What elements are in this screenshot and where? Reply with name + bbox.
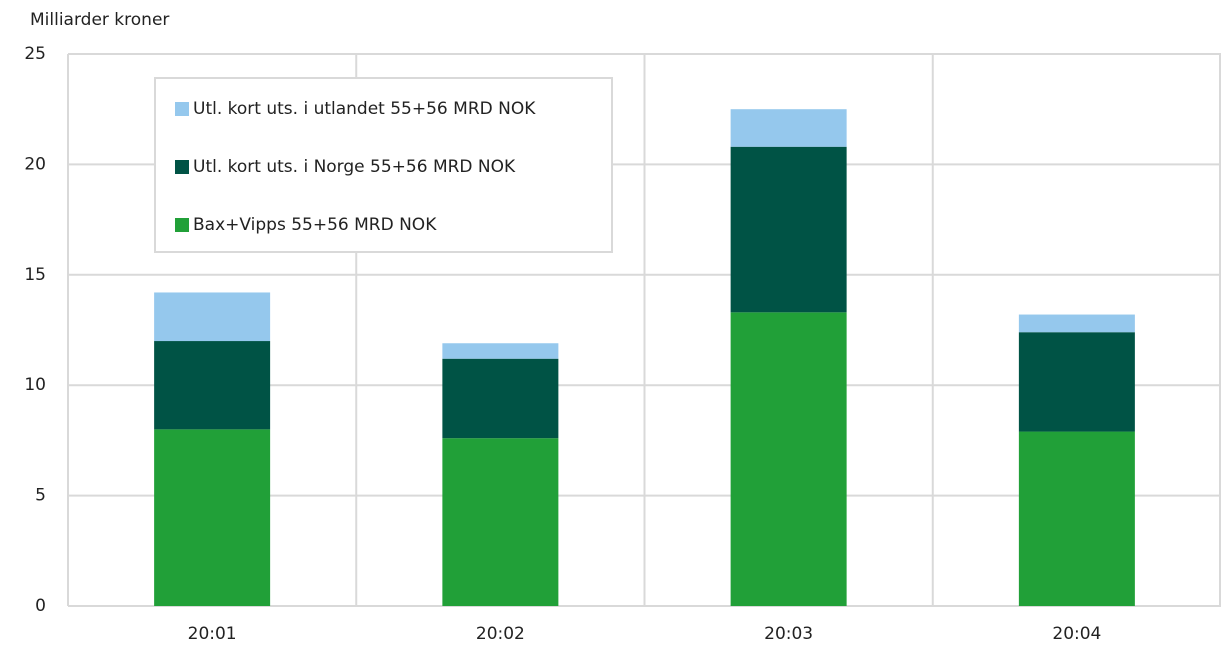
legend-label: Bax+Vipps 55+56 MRD NOK xyxy=(193,215,437,235)
x-tick-label: 20:04 xyxy=(1052,624,1101,644)
y-tick-label: 25 xyxy=(24,44,46,64)
y-tick-label: 20 xyxy=(24,154,46,174)
y-tick-label: 15 xyxy=(24,265,46,285)
legend-label: Utl. kort uts. i Norge 55+56 MRD NOK xyxy=(193,157,516,177)
y-tick-label: 5 xyxy=(35,486,46,506)
bar-segment xyxy=(442,438,559,606)
bar-segment xyxy=(1018,314,1135,333)
legend-swatch xyxy=(175,102,189,116)
bar-segment xyxy=(442,343,559,359)
bar-segment xyxy=(154,292,271,342)
legend-label: Utl. kort uts. i utlandet 55+56 MRD NOK xyxy=(193,99,536,119)
bar-segment xyxy=(1018,332,1135,432)
y-tick-label: 0 xyxy=(35,596,46,616)
bar-segment xyxy=(442,358,559,439)
x-tick-label: 20:02 xyxy=(476,624,525,644)
bar-segment xyxy=(1018,431,1135,606)
x-tick-label: 20:03 xyxy=(764,624,813,644)
bar-segment xyxy=(730,146,847,313)
y-axis-label: Milliarder kroner xyxy=(30,10,169,30)
bar-segment xyxy=(730,312,847,606)
legend-box xyxy=(154,77,613,253)
x-tick-label: 20:01 xyxy=(188,624,237,644)
y-tick-label: 10 xyxy=(24,375,46,395)
bar-segment xyxy=(154,341,271,430)
legend-swatch xyxy=(175,218,189,232)
bar-segment xyxy=(730,109,847,147)
legend-swatch xyxy=(175,160,189,174)
bar-segment xyxy=(154,429,271,606)
